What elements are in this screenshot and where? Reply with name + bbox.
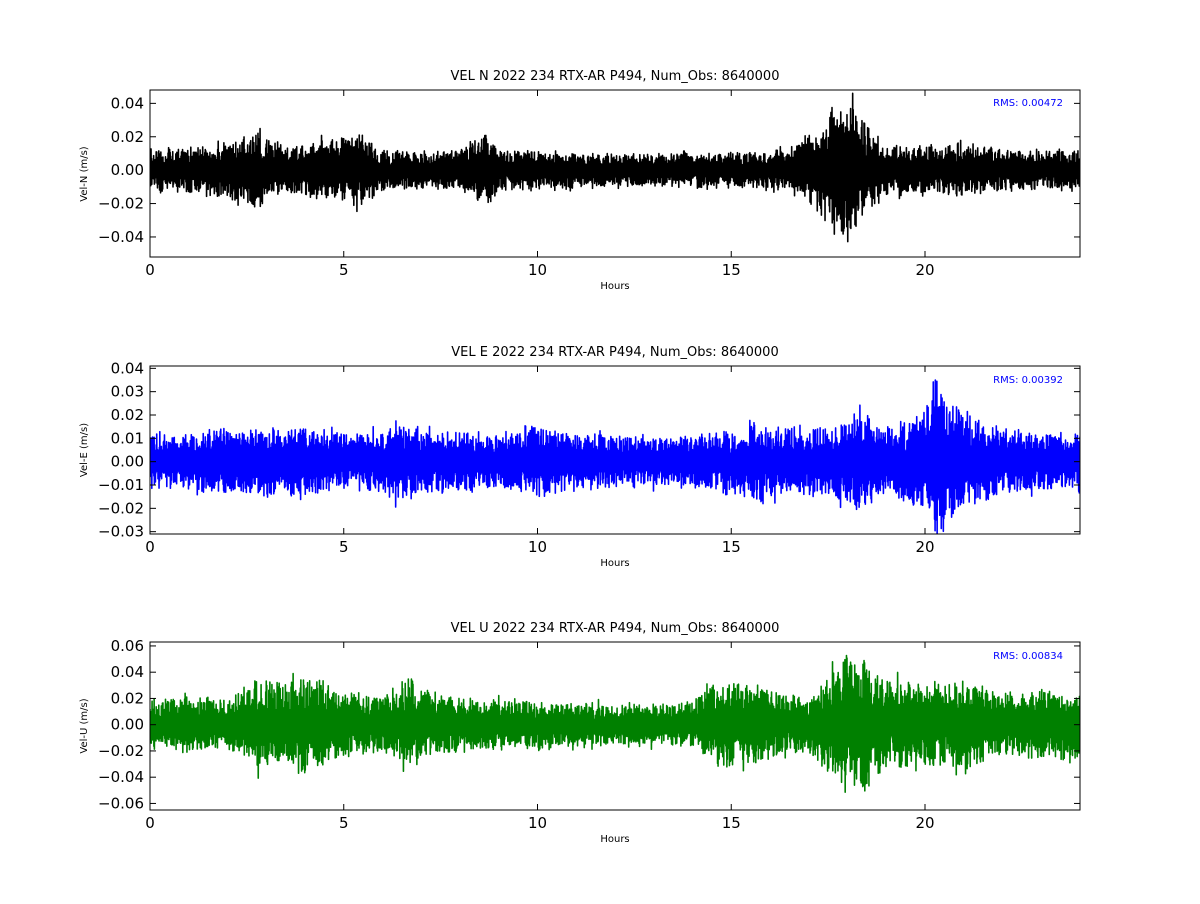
y-axis-label-u: Vel-U (m/s) bbox=[79, 698, 90, 753]
plot-frame-e bbox=[149, 365, 1081, 535]
chart-title-n: VEL N 2022 234 RTX-AR P494, Num_Obs: 864… bbox=[451, 69, 780, 84]
x-tick-label-e: 5 bbox=[339, 538, 349, 556]
x-tick-label-u: 10 bbox=[528, 814, 547, 832]
chart-title-u: VEL U 2022 234 RTX-AR P494, Num_Obs: 864… bbox=[451, 621, 780, 636]
series-layer-u bbox=[150, 654, 1080, 793]
x-tick-label-u: 0 bbox=[145, 814, 155, 832]
x-axis-label-e: Hours bbox=[600, 558, 629, 569]
x-tick-label-n: 20 bbox=[915, 261, 934, 279]
y-tick-label-e: 0.03 bbox=[111, 383, 144, 401]
y-tick-label-e: −0.01 bbox=[98, 476, 144, 494]
y-tick-label-u: 0.02 bbox=[111, 689, 144, 707]
y-tick-label-u: 0.06 bbox=[111, 637, 144, 655]
y-tick-label-e: 0.02 bbox=[111, 406, 144, 424]
xtick-layer-e: 0 5 10 15 20 bbox=[145, 366, 935, 556]
plot-frame-u bbox=[149, 641, 1081, 811]
x-tick-label-e: 20 bbox=[915, 538, 934, 556]
x-tick-label-n: 15 bbox=[722, 261, 741, 279]
series-line-u bbox=[150, 654, 1080, 793]
x-tick-label-e: 10 bbox=[528, 538, 547, 556]
series-layer-e bbox=[150, 379, 1080, 534]
y-tick-label-n: 0.00 bbox=[111, 161, 144, 179]
y-axis-label-e: Vel-E (m/s) bbox=[79, 423, 90, 477]
ytick-layer-e: 0.04 0.03 0.02 0.01 0.00 −0.01 −0.02 −0.03 bbox=[98, 359, 1080, 541]
rms-label-e: RMS: 0.00392 bbox=[993, 375, 1063, 386]
x-axis-label-n: Hours bbox=[600, 281, 629, 292]
y-tick-label-e: −0.03 bbox=[98, 523, 144, 541]
xtick-layer-n: 0 5 10 15 20 bbox=[145, 90, 935, 279]
series-line-n bbox=[150, 92, 1080, 243]
x-tick-label-n: 5 bbox=[339, 261, 349, 279]
x-tick-label-n: 10 bbox=[528, 261, 547, 279]
series-layer-n bbox=[150, 92, 1080, 243]
y-tick-label-n: 0.04 bbox=[111, 94, 144, 112]
y-tick-label-n: −0.04 bbox=[98, 228, 144, 246]
rms-label-n: RMS: 0.00472 bbox=[993, 98, 1063, 109]
x-tick-label-e: 15 bbox=[722, 538, 741, 556]
y-tick-label-u: 0.04 bbox=[111, 663, 144, 681]
y-tick-label-u: −0.02 bbox=[98, 742, 144, 760]
x-tick-label-u: 20 bbox=[915, 814, 934, 832]
y-axis-label-n: Vel-N (m/s) bbox=[79, 146, 90, 201]
x-tick-label-u: 5 bbox=[339, 814, 349, 832]
y-tick-label-u: −0.06 bbox=[98, 794, 144, 812]
x-tick-label-u: 15 bbox=[722, 814, 741, 832]
xtick-layer-u: 0 5 10 15 20 bbox=[145, 642, 935, 832]
x-tick-label-e: 0 bbox=[145, 538, 155, 556]
y-tick-label-e: 0.01 bbox=[111, 429, 144, 447]
plot-frame-n bbox=[149, 89, 1081, 258]
x-axis-label-u: Hours bbox=[600, 834, 629, 845]
chart-title-e: VEL E 2022 234 RTX-AR P494, Num_Obs: 864… bbox=[451, 345, 778, 360]
y-tick-label-n: −0.02 bbox=[98, 195, 144, 213]
y-tick-label-e: −0.02 bbox=[98, 499, 144, 517]
x-tick-label-n: 0 bbox=[145, 261, 155, 279]
series-line-e bbox=[150, 379, 1080, 534]
ytick-layer-n: 0.04 0.02 0.00 −0.02 −0.04 bbox=[98, 94, 1080, 246]
rms-label-u: RMS: 0.00834 bbox=[993, 651, 1063, 662]
panel-vel-e: VEL E 2022 234 RTX-AR P494, Num_Obs: 864… bbox=[79, 345, 1081, 569]
panel-vel-n: VEL N 2022 234 RTX-AR P494, Num_Obs: 864… bbox=[79, 69, 1081, 292]
y-tick-label-e: 0.00 bbox=[111, 453, 144, 471]
ytick-layer-u: 0.06 0.04 0.02 0.00 −0.02 −0.04 −0.06 bbox=[98, 637, 1080, 812]
y-tick-label-u: −0.04 bbox=[98, 768, 144, 786]
panel-vel-u: VEL U 2022 234 RTX-AR P494, Num_Obs: 864… bbox=[79, 621, 1081, 845]
y-tick-label-e: 0.04 bbox=[111, 359, 144, 377]
y-tick-label-u: 0.00 bbox=[111, 716, 144, 734]
y-tick-label-n: 0.02 bbox=[111, 128, 144, 146]
